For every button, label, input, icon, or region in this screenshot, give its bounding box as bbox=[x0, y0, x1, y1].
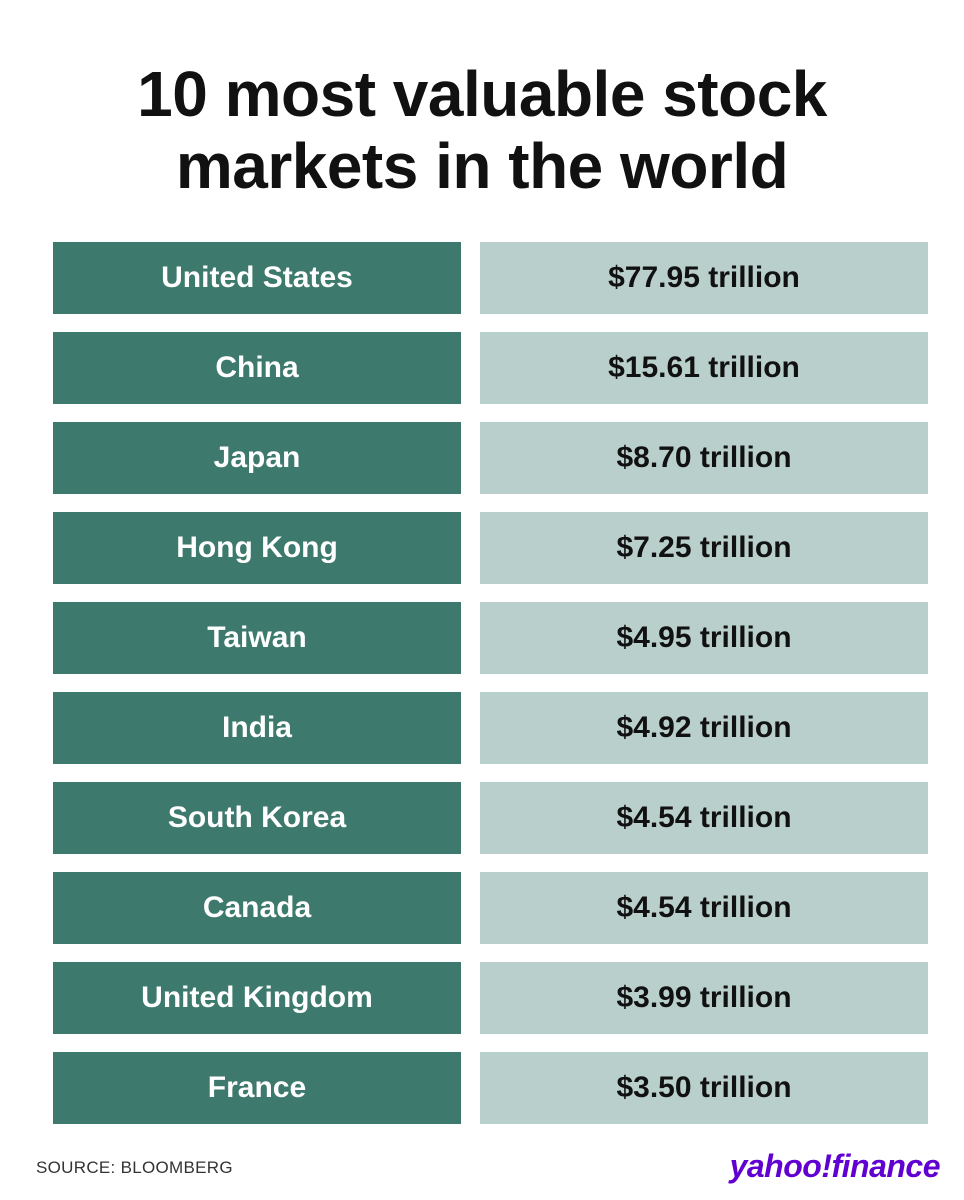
value-cell: $4.95 trillion bbox=[480, 602, 928, 674]
value-cell: $4.54 trillion bbox=[480, 782, 928, 854]
table-row: Canada $4.54 trillion bbox=[53, 872, 928, 944]
table-row: Japan $8.70 trillion bbox=[53, 422, 928, 494]
logo: yahoo!finance bbox=[729, 1148, 941, 1184]
country-cell: South Korea bbox=[53, 782, 461, 854]
country-cell: Taiwan bbox=[53, 602, 461, 674]
table-row: United States $77.95 trillion bbox=[53, 242, 928, 314]
table-row: Hong Kong $7.25 trillion bbox=[53, 512, 928, 584]
country-cell: India bbox=[53, 692, 461, 764]
country-cell: United Kingdom bbox=[53, 962, 461, 1034]
value-cell: $4.54 trillion bbox=[480, 872, 928, 944]
table: United States $77.95 trillion China $15.61 … bbox=[53, 242, 928, 1142]
table-row: Taiwan $4.95 trillion bbox=[53, 602, 928, 674]
value-cell: $7.25 trillion bbox=[480, 512, 928, 584]
table-row: United Kingdom $3.99 trillion bbox=[53, 962, 928, 1034]
table-row: South Korea $4.54 trillion bbox=[53, 782, 928, 854]
table-row: China $15.61 trillion bbox=[53, 332, 928, 404]
country-cell: France bbox=[53, 1052, 461, 1124]
country-cell: Canada bbox=[53, 872, 461, 944]
value-cell: $77.95 trillion bbox=[480, 242, 928, 314]
value-cell: $8.70 trillion bbox=[480, 422, 928, 494]
value-cell: $3.50 trillion bbox=[480, 1052, 928, 1124]
country-cell: United States bbox=[53, 242, 461, 314]
source: SOURCE: BLOOMBERG bbox=[36, 1158, 233, 1177]
value-cell: $3.99 trillion bbox=[480, 962, 928, 1034]
country-cell: China bbox=[53, 332, 461, 404]
value-cell: $4.92 trillion bbox=[480, 692, 928, 764]
table-row: India $4.92 trillion bbox=[53, 692, 928, 764]
value-cell: $15.61 trillion bbox=[480, 332, 928, 404]
country-cell: Hong Kong bbox=[53, 512, 461, 584]
country-cell: Japan bbox=[53, 422, 461, 494]
table-row: France $3.50 trillion bbox=[53, 1052, 928, 1124]
title: 10 most valuable stock markets in the wo… bbox=[137, 58, 827, 202]
